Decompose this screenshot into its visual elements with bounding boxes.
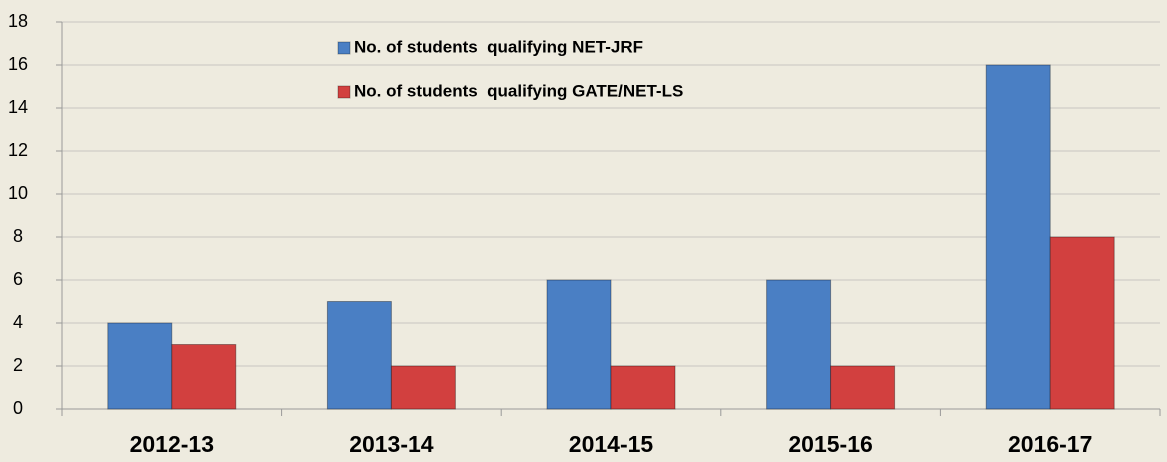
- bar: [1049, 236, 1115, 410]
- y-tick-label: 6: [13, 269, 23, 289]
- legend-label: No. of students qualifying GATE/NET-LS: [354, 81, 683, 100]
- bar: [390, 365, 456, 410]
- y-tick-label: 0: [13, 398, 23, 418]
- y-tick-label: 12: [8, 140, 28, 160]
- legend-swatch: [337, 41, 351, 55]
- bar: [985, 64, 1051, 410]
- legend-swatch: [337, 85, 351, 99]
- x-tick-label: 2012-13: [130, 431, 214, 457]
- y-tick-label: 2: [13, 355, 23, 375]
- x-tick-label: 2016-17: [1008, 431, 1092, 457]
- y-tick-label: 16: [8, 54, 28, 74]
- y-tick-label: 18: [8, 11, 28, 31]
- bar: [171, 344, 237, 410]
- x-tick-label: 2015-16: [788, 431, 872, 457]
- bar: [107, 322, 173, 410]
- y-tick-label: 4: [13, 312, 23, 332]
- x-tick-label: 2014-15: [569, 431, 654, 457]
- y-tick-label: 10: [8, 183, 28, 203]
- bar: [830, 365, 896, 410]
- bar: [766, 279, 832, 410]
- bar: [546, 279, 612, 410]
- y-tick-label: 8: [13, 226, 23, 246]
- y-tick-label: 14: [8, 97, 28, 117]
- bar: [610, 365, 676, 410]
- x-tick-label: 2013-14: [349, 431, 434, 457]
- bar: [326, 301, 392, 410]
- legend-label: No. of students qualifying NET-JRF: [354, 37, 643, 56]
